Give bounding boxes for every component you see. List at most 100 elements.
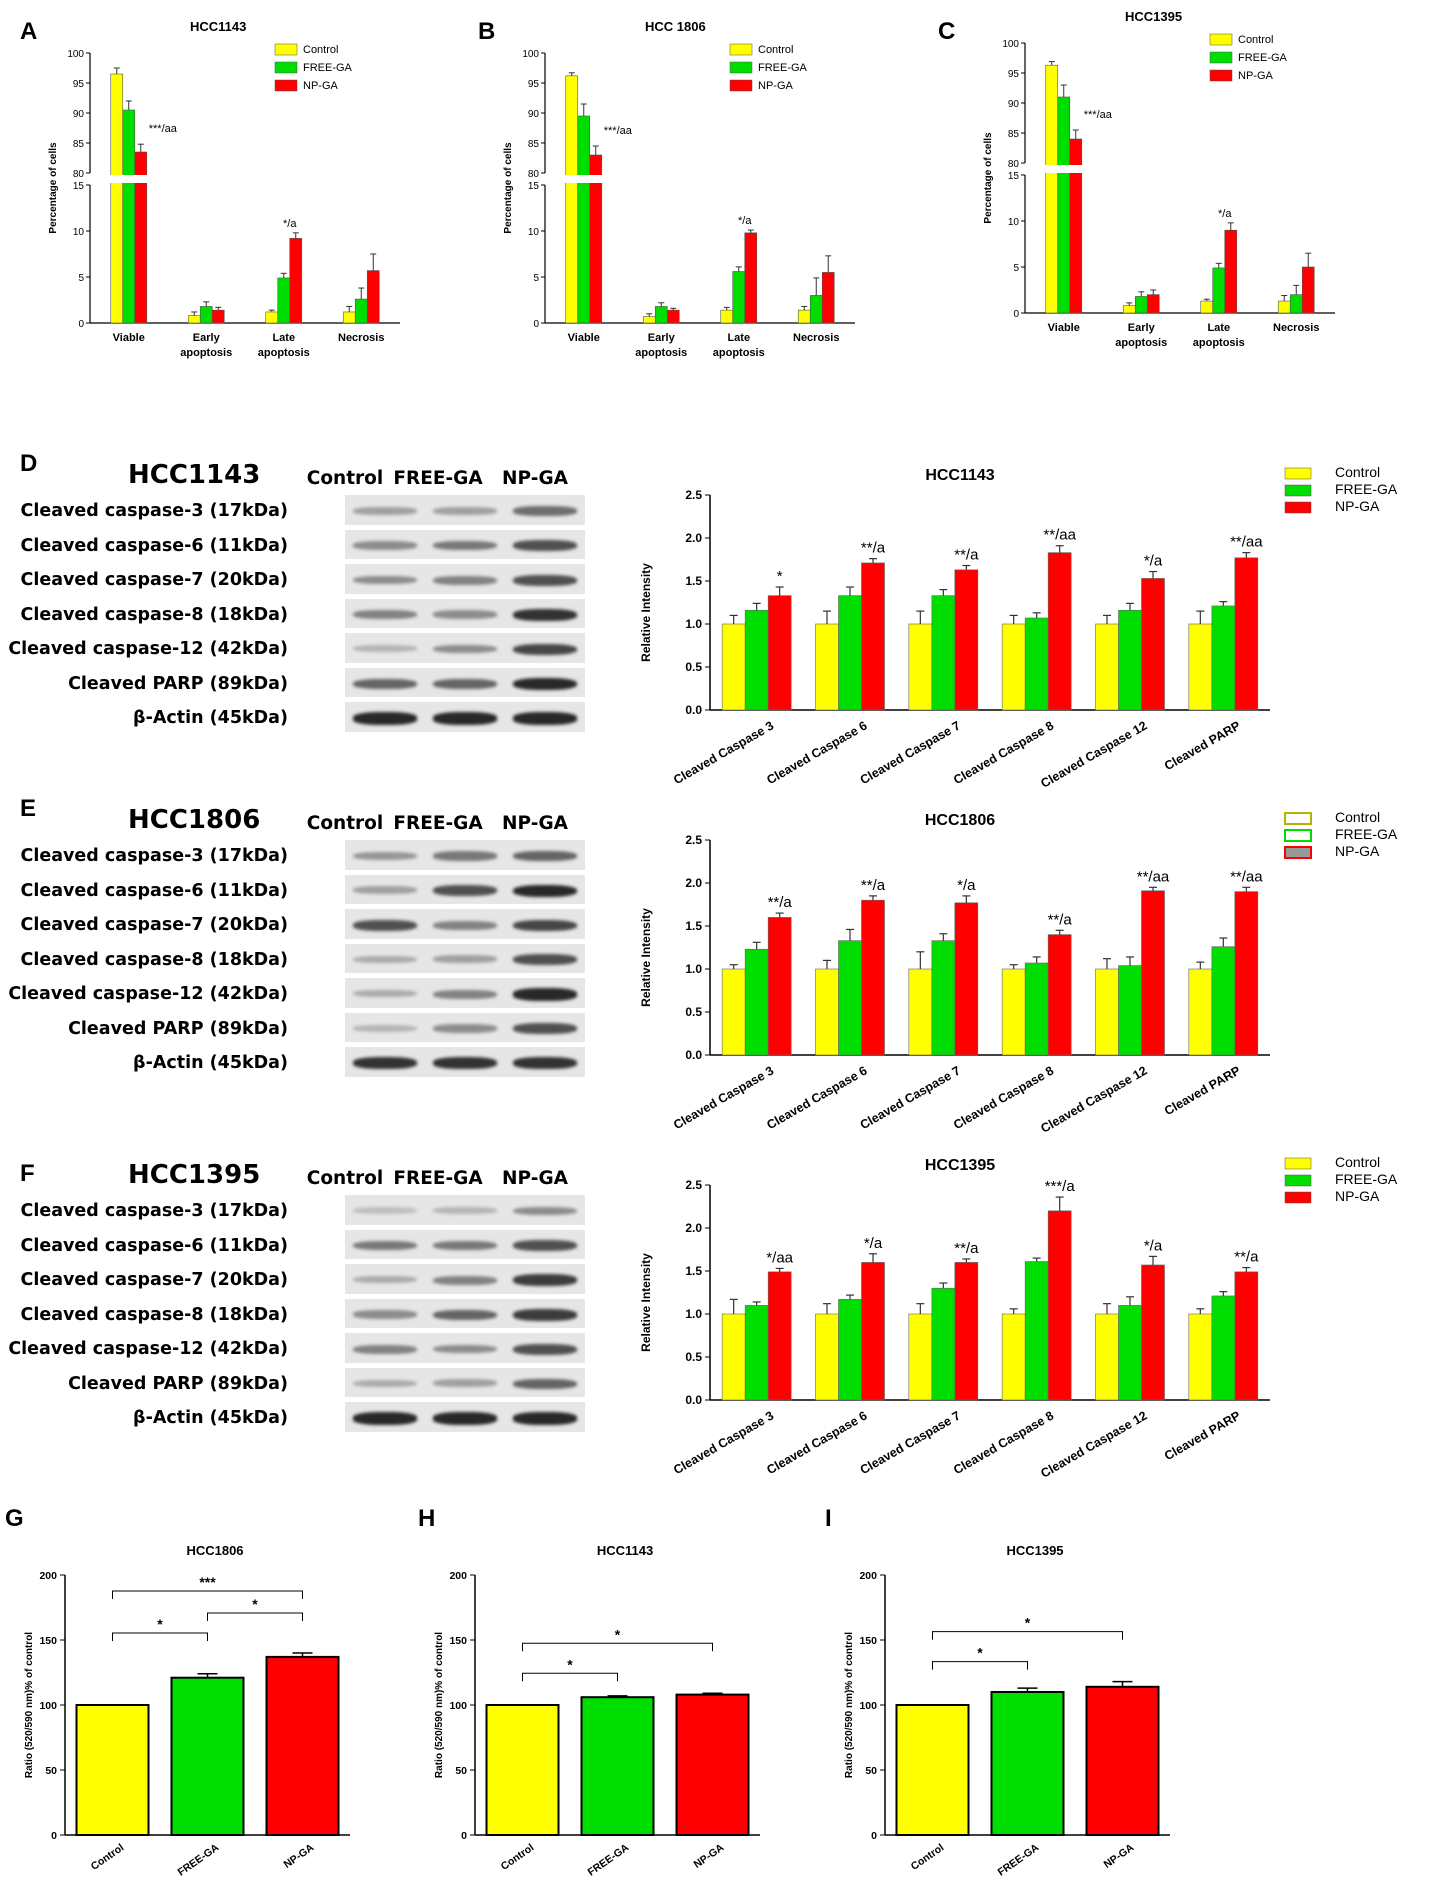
blot-row-label: Cleaved PARP (89kDa) [68, 673, 288, 694]
y-axis-label: Ratio (520/590 nm)% of control [24, 1632, 35, 1778]
bar-np-ga-cleaved-caspase-12 [1141, 890, 1165, 1056]
blot-row-label: Cleaved caspase-8 (18kDa) [20, 604, 289, 625]
significance-bracket [932, 1661, 1028, 1670]
bar-control-cleaved-caspase-7 [908, 1313, 933, 1401]
legend-label-np-ga: NP-GA [303, 80, 339, 92]
legend-swatch-free-ga [1284, 829, 1312, 842]
significance-bracket [522, 1642, 713, 1652]
y-tick-label: 0 [533, 319, 539, 330]
bar-np-ga-late-apoptosis [744, 232, 758, 324]
blot-band [513, 1343, 577, 1355]
x-tick-label: Cleaved Caspase 6 [764, 1063, 869, 1132]
blot-band [513, 677, 577, 691]
bar-control-cleaved-caspase-8 [1001, 623, 1026, 711]
y-tick-label: 90 [73, 109, 85, 120]
blot-band [433, 1207, 497, 1215]
blot-strip [345, 1229, 585, 1259]
blot-strip [345, 978, 585, 1008]
bar-control-viable [565, 75, 579, 324]
legend-swatch-free-ga [729, 61, 753, 74]
legend-swatch-control [1284, 467, 1312, 480]
chart-title: HCC1143 [190, 19, 246, 34]
y-tick-label: 50 [865, 1765, 877, 1777]
blot-row-label: Cleaved caspase-12 (42kDa) [8, 1339, 288, 1359]
blot-band [433, 1412, 497, 1425]
blot-column-control: Control [306, 1168, 384, 1189]
blot-row-label: Cleaved PARP (89kDa) [68, 1373, 288, 1394]
y-tick-label: 85 [528, 139, 540, 150]
ratio-chart-i: HCC1395 Ratio (520/590 nm)% of control 0 50… [844, 1543, 1170, 1879]
chart-title: HCC1143 [925, 467, 994, 484]
blot-title: HCC1143 [128, 460, 261, 490]
x-tick-label: apoptosis [258, 347, 310, 359]
chart-title: HCC1806 [186, 1543, 243, 1558]
blot-row-label: β-Actin (45kDa) [133, 1408, 288, 1428]
blot-title: HCC1806 [128, 805, 261, 835]
bar-control-cleaved-parp [1188, 968, 1213, 1056]
x-tick-label: Necrosis [1273, 322, 1319, 334]
legend-label-np-ga: NP-GA [1335, 843, 1380, 859]
significance-label: **/a [861, 877, 886, 894]
x-tick-label: Cleaved PARP [1162, 1408, 1243, 1463]
blot-row-label: Cleaved caspase-8 (18kDa) [20, 949, 289, 970]
blot-band [433, 506, 497, 515]
y-tick-label: 100 [39, 1700, 57, 1712]
y-tick-label: 10 [73, 227, 85, 238]
bar-np-ga-cleaved-caspase-6 [861, 899, 885, 1056]
panel-letter-a: A [20, 18, 38, 45]
blot-band [353, 541, 417, 550]
significance-label: */a [864, 1235, 883, 1252]
y-tick-label: 90 [1008, 99, 1020, 110]
blot-band [353, 1310, 417, 1319]
significance-label: **/aa [1043, 527, 1076, 544]
blot-row-label: Cleaved caspase-8 (18kDa) [20, 1304, 289, 1325]
chart-title: HCC1395 [1125, 9, 1182, 24]
legend-label-free-ga: FREE-GA [1335, 1171, 1398, 1187]
blot-strip [345, 874, 585, 904]
blot-band [513, 1308, 577, 1321]
legend-label-control: Control [1335, 1154, 1380, 1170]
bar-control-late-apoptosis [265, 311, 279, 324]
x-tick-label: Late [272, 332, 295, 344]
panel-letter-i: I [825, 1505, 832, 1532]
significance-label: */a [1144, 1237, 1163, 1254]
blot-strip [345, 1333, 585, 1363]
y-tick-label: 150 [39, 1635, 57, 1647]
x-tick-label: FREE-GA [176, 1841, 222, 1878]
bar-free-ga-necrosis [354, 298, 368, 324]
bar-control-early-apoptosis [1122, 305, 1136, 314]
legend-swatch-free-ga [1284, 1174, 1312, 1187]
bar-control-early-apoptosis [642, 316, 656, 324]
chart-title: HCC1395 [925, 1157, 995, 1174]
y-axis-label: Relative Intensity [639, 563, 653, 662]
x-tick-label: NP-GA [1102, 1841, 1137, 1870]
x-tick-label: Control [89, 1842, 127, 1873]
x-tick-label: Late [727, 332, 750, 344]
y-tick-label: 1.0 [685, 617, 702, 631]
blot-row-label: Cleaved caspase-7 (20kDa) [20, 915, 289, 935]
intensity-chart-d: HCC1143 Relative Intensity 0.0 0.5 1.0 1.5 2.0… [639, 464, 1398, 791]
blot-band [353, 1024, 417, 1032]
blot-band [513, 919, 577, 931]
blot-panel-d: HCC1143 Control FREE-GA NP-GA Cleaved caspas… [8, 460, 600, 790]
bar-free-ga-cleaved-caspase-8 [1024, 1261, 1049, 1401]
bar-free-ga-necrosis [809, 295, 823, 324]
blot-band [433, 610, 497, 619]
blot-strip [345, 1402, 585, 1432]
apoptosis-chart-a: HCC1143 Percentage of cells 80 85 90 95 100 0 5 1… [48, 19, 400, 359]
significance-label: *** [199, 1574, 216, 1590]
legend-swatch-free-ga [274, 61, 298, 74]
x-tick-label: Cleaved Caspase 3 [671, 1408, 776, 1477]
bar-control-cleaved-caspase-3 [721, 1313, 746, 1401]
legend-swatch-free-ga [1284, 484, 1312, 497]
blot-strip [345, 1012, 585, 1042]
legend-swatch-np-ga [729, 79, 753, 92]
y-axis-label: Relative Intensity [639, 908, 653, 1007]
blot-band [513, 851, 577, 862]
bar-control-cleaved-caspase-3 [721, 968, 746, 1056]
bar-control-cleaved-parp [1188, 1313, 1213, 1401]
blot-band [513, 1240, 577, 1252]
bar-np-ga-cleaved-caspase-8 [1047, 1210, 1072, 1401]
x-tick-label: Cleaved Caspase 6 [764, 1408, 869, 1477]
blot-band [353, 1412, 417, 1425]
